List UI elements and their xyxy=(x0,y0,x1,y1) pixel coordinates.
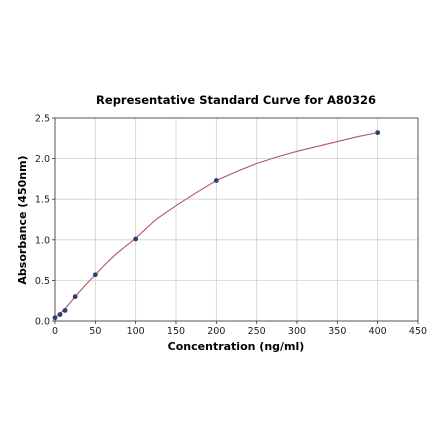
data-point xyxy=(133,236,139,242)
x-tick-label: 350 xyxy=(328,326,346,337)
data-point xyxy=(62,308,68,313)
x-tick-label: 50 xyxy=(89,326,101,337)
y-tick-label: 1.5 xyxy=(35,195,50,206)
y-tick-label: 1.0 xyxy=(35,235,50,246)
data-point xyxy=(92,272,98,278)
x-tick-label: 200 xyxy=(207,326,225,337)
x-tick-label: 0 xyxy=(52,326,58,337)
data-points xyxy=(52,130,381,321)
data-point xyxy=(57,312,63,317)
x-tick-label: 100 xyxy=(127,326,145,337)
x-tick-label: 400 xyxy=(369,326,387,337)
x-tick-label: 250 xyxy=(248,326,266,337)
x-tick-label: 150 xyxy=(167,326,185,337)
y-tick-label: 2.0 xyxy=(35,154,50,165)
data-point xyxy=(375,130,381,136)
data-point xyxy=(52,315,58,321)
grid-lines xyxy=(54,117,419,322)
data-point xyxy=(72,294,78,300)
y-tick-label: 2.5 xyxy=(35,114,50,125)
x-axis-label: Concentration (ng/ml) xyxy=(168,340,305,353)
x-tick-label: 450 xyxy=(409,326,427,337)
x-tick-label: 300 xyxy=(288,326,306,337)
y-tick-label: 0.5 xyxy=(35,276,50,287)
chart-title: Representative Standard Curve for A80326 xyxy=(96,93,376,107)
fit-curve xyxy=(54,132,378,319)
y-axis-label: Absorbance (450nm) xyxy=(16,155,29,284)
x-axis-ticks: 0 50 100 150 200 250 300 350 400 450 xyxy=(52,321,427,337)
y-tick-label: 0.0 xyxy=(35,317,50,328)
data-point xyxy=(213,178,219,183)
y-axis-ticks: 0.0 0.5 1.0 1.5 2.0 2.5 xyxy=(35,114,55,328)
plot-frame xyxy=(54,117,419,322)
